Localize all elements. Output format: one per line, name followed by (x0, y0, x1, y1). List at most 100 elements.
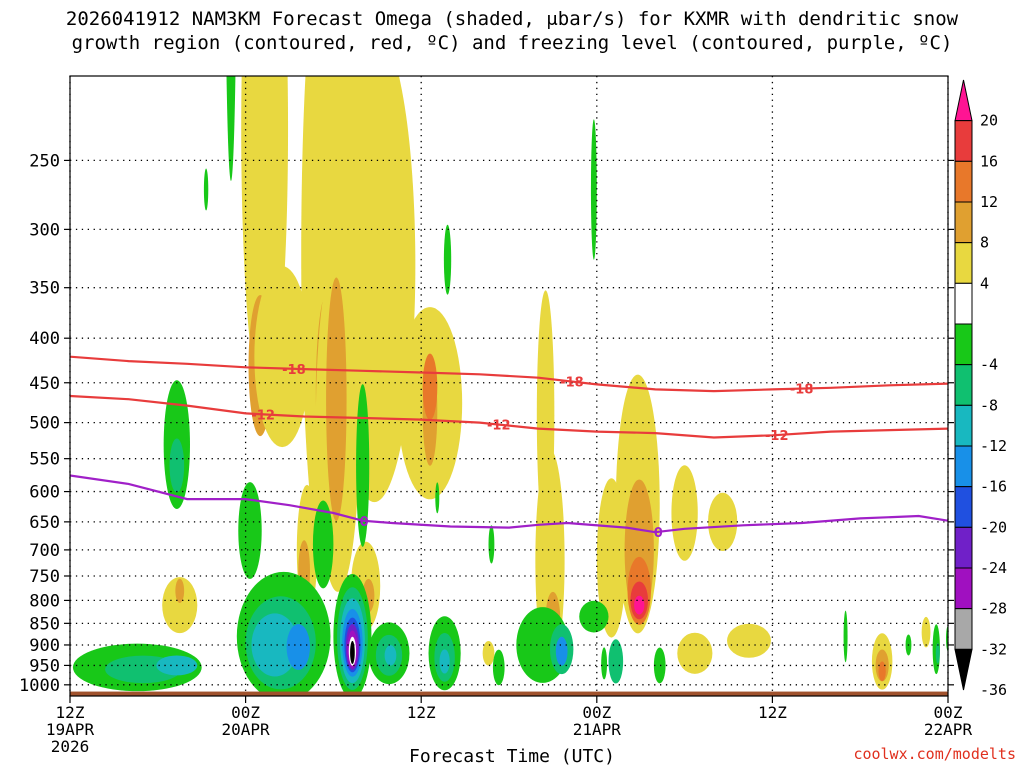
colorbar-label-8: -16 (980, 478, 1007, 496)
y-tick-label-950: 950 (29, 656, 60, 676)
omega-negative-region-8 (590, 119, 597, 260)
colorbar-segment-2 (954, 160, 973, 203)
colorbar-label-0: 20 (980, 112, 998, 130)
colorbar-segment-11 (954, 526, 973, 569)
contour-label-0-2: -18 (790, 383, 814, 398)
x-tick-label-36-1: 21APR (573, 720, 622, 739)
y-tick-label-800: 800 (29, 591, 60, 611)
contour-label-2-0: 0 (360, 515, 369, 530)
contour-line-2 (70, 474, 948, 534)
colorbar-segment-10 (954, 486, 973, 528)
y-tick-label-250: 250 (29, 151, 60, 171)
omega-negative-region-38 (601, 647, 608, 680)
plot-area (70, 76, 948, 696)
contour-label-0-0: -18 (282, 363, 306, 378)
grid-layer (69, 76, 949, 696)
colorbar-label-6: -8 (980, 396, 998, 414)
colorbar-label-3: 8 (980, 234, 989, 252)
x-tick-label-0-2: 2026 (51, 737, 90, 756)
x-tick-label-60-0: 00Z (934, 703, 963, 722)
omega-negative-region-7 (443, 224, 452, 295)
colorbar-segment-9 (954, 445, 973, 488)
colorbar-segment-13 (954, 608, 973, 650)
colorbar-label-11: -28 (980, 600, 1007, 618)
omega-negative-region-6 (356, 384, 370, 547)
contour-label-2-1: 0 (654, 526, 663, 541)
omega-negative-region-36 (555, 636, 568, 666)
y-tick-label-750: 750 (29, 567, 60, 587)
contour-label-1-1: -12 (487, 419, 511, 434)
omega-negative-region-33 (492, 649, 505, 686)
omega-positive-region-2 (254, 266, 310, 448)
colorbar-segment-3 (954, 201, 973, 244)
colorbar-segment-8 (954, 404, 973, 447)
colorbar-segment-4 (954, 242, 973, 284)
contour-label-1-0: -12 (251, 408, 275, 423)
y-tick-label-400: 400 (29, 329, 60, 349)
omega-negative-region-39 (608, 639, 624, 684)
y-tick-label-1000: 1000 (19, 676, 60, 696)
omega-positive-region-29 (677, 632, 713, 674)
colorbar-segment-7 (954, 364, 973, 406)
omega-positive-region-15 (422, 353, 438, 421)
colorbar-label-4: 4 (980, 274, 989, 292)
omega-negative-region-26 (350, 640, 355, 664)
colorbar-segment-1 (954, 120, 973, 162)
omega-positive-region-26 (708, 492, 738, 551)
y-tick-label-550: 550 (29, 450, 60, 470)
y-tick-label-850: 850 (29, 614, 60, 634)
omega-positive-region-35 (482, 640, 495, 666)
y-tick-label-900: 900 (29, 636, 60, 656)
colorbar-label-1: 16 (980, 152, 998, 170)
y-tick-label-650: 650 (29, 513, 60, 533)
colorbar: 20 16 12 8 4 -4 -8 -12 -16 -20 -24 -28 -32 -36 (954, 79, 1007, 699)
omega-negative-region-37 (579, 600, 609, 633)
contour-layer: -18 -18 -18 -12 -12 -12 0 0 (70, 355, 948, 541)
chart-title-line2: growth region (contoured, red, ºC) and f… (71, 32, 953, 54)
omega-negative-region-17 (286, 624, 310, 671)
x-axis-label: Forecast Time (UTC) (409, 746, 615, 767)
x-tick-label-12-0: 00Z (231, 703, 260, 722)
colorbar-label-12: -32 (980, 640, 1007, 658)
y-tick-label-300: 300 (29, 220, 60, 240)
omega-negative-region-4 (238, 482, 262, 579)
axis-layer: 2503003504004505005506006507007508008509… (19, 75, 973, 756)
omega-positive-region-24 (634, 595, 645, 615)
omega-negative-region-5 (312, 500, 334, 589)
colorbar-label-13: -36 (980, 681, 1007, 699)
plot-frame (69, 75, 949, 697)
x-tick-label-60-1: 22APR (924, 720, 973, 739)
colorbar-segment-5 (954, 282, 973, 325)
x-tick-label-48-0: 12Z (758, 703, 787, 722)
omega-negative-region-44 (935, 642, 940, 664)
omega-negative-region-41 (843, 610, 848, 663)
omega-negative-region-3 (169, 438, 185, 493)
y-tick-label-600: 600 (29, 483, 60, 503)
omega-positive-region-33 (878, 661, 886, 682)
omega-negative-region-16 (251, 613, 299, 677)
omega-negative-region-10 (435, 482, 440, 514)
omega-positive-region-8 (326, 277, 347, 521)
credit-text: coolwx.com/modelts (853, 745, 1016, 763)
y-tick-label-350: 350 (29, 279, 60, 299)
contour-line-1 (70, 394, 948, 439)
omega-positive-region-34 (921, 616, 931, 648)
x-tick-label-0-0: 12Z (56, 703, 85, 722)
omega-negative-region-1 (203, 168, 209, 211)
x-tick-label-12-1: 20APR (222, 720, 271, 739)
omega-positive-region-30 (727, 623, 771, 658)
omega-positive-region-25 (671, 465, 698, 561)
ground-strip (70, 691, 948, 696)
colorbar-label-5: -4 (980, 356, 998, 374)
colorbar-segment-6 (954, 323, 973, 366)
omega-positive-region-27 (162, 577, 198, 634)
colorbar-segment-12 (954, 567, 973, 610)
x-tick-label-0-1: 19APR (46, 720, 95, 739)
omega-positive-region-28 (175, 578, 185, 603)
contour-line-0 (70, 355, 948, 393)
contour-label-0-1: -18 (560, 376, 584, 391)
colorbar-label-9: -20 (980, 518, 1007, 536)
y-tick-label-700: 700 (29, 541, 60, 561)
omega-negative-region-40 (653, 647, 666, 684)
